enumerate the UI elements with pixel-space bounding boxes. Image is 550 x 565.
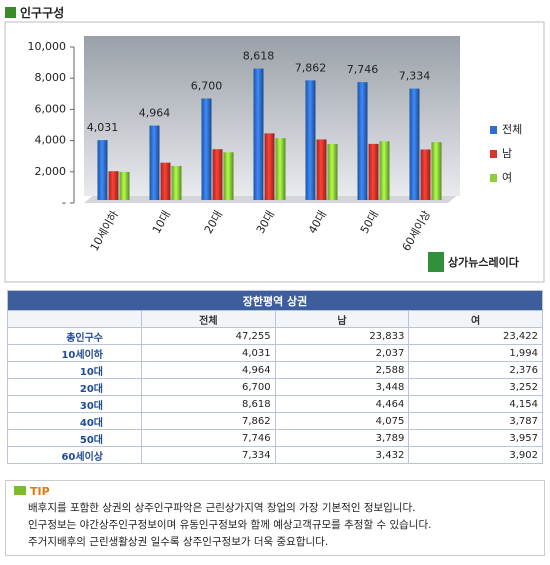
bar	[368, 143, 379, 200]
value-label: 8,618	[243, 50, 275, 63]
bar	[305, 80, 316, 200]
table-cell: 2,588	[274, 361, 410, 379]
table-cell: 4,964	[141, 361, 276, 379]
legend-label: 남	[502, 147, 512, 160]
tip-box: TIP 배후지를 포함한 상권의 상주인구파악은 근린상가지역 창업의 가장 기…	[5, 480, 545, 556]
table-cell: 4,154	[408, 395, 543, 413]
row-label: 10대	[7, 361, 142, 379]
value-label: 4,031	[87, 121, 119, 134]
logo-text: 상가뉴스레이다	[448, 255, 520, 269]
table-cell: 2,037	[274, 344, 410, 362]
table-cell: 4,075	[274, 412, 410, 430]
legend-swatch	[490, 150, 497, 158]
bar	[97, 140, 108, 200]
bar	[171, 165, 182, 200]
table-row: 60세이상 7,334 3,432 3,902	[7, 446, 543, 464]
row-label: 60세이상	[7, 446, 142, 464]
table-cell: 4,464	[274, 395, 410, 413]
bar	[431, 142, 442, 200]
table-cell: 2,376	[408, 361, 543, 379]
header-cell	[7, 310, 142, 328]
header-title: 인구구성	[20, 6, 65, 20]
bar	[223, 152, 234, 200]
table-cell: 6,700	[141, 378, 276, 396]
table-cell: 3,432	[274, 446, 410, 464]
table-cell: 47,255	[141, 327, 276, 345]
y-tick-label: 10,000	[28, 40, 67, 53]
chart: 상가뉴스레이다 - 2,000 4,000 6,000 8,000 10,000 4,031…	[4, 21, 545, 283]
y-tick-label: 4,000	[35, 134, 67, 147]
table-row: 20대 6,700 3,448 3,252	[7, 378, 543, 396]
table-cell: 3,957	[408, 429, 543, 447]
bar	[409, 88, 420, 200]
bar	[253, 68, 264, 200]
table-cell: 3,448	[274, 378, 410, 396]
row-label: 20대	[7, 378, 142, 396]
table-row: 10세이하 4,031 2,037 1,994	[7, 344, 543, 362]
bar	[201, 98, 212, 200]
bar	[420, 149, 431, 200]
table-cell: 3,252	[408, 378, 543, 396]
row-label: 10세이하	[7, 344, 142, 362]
tip-line: 인구정보는 야간상주인구정보이며 유동인구정보와 함께 예상고객규모를 추정할 …	[28, 519, 432, 531]
column-header: 남	[274, 310, 410, 328]
logo-icon	[428, 252, 444, 272]
y-tick-label: 8,000	[35, 71, 67, 84]
bar	[275, 138, 286, 200]
legend-swatch	[490, 126, 497, 134]
legend-label: 여	[502, 171, 512, 184]
table-cell: 7,746	[141, 429, 276, 447]
table-row: 50대 7,746 3,789 3,957	[7, 429, 543, 447]
bar	[316, 139, 327, 200]
table-row: 30대 8,618 4,464 4,154	[7, 395, 543, 413]
tip-label-text: TIP	[30, 485, 50, 498]
table-cell: 3,902	[408, 446, 543, 464]
table-cell: 3,787	[408, 412, 543, 430]
row-label: 30대	[7, 395, 142, 413]
bar	[357, 82, 368, 200]
column-header: 여	[408, 310, 543, 328]
bar	[149, 125, 160, 200]
legend-label: 전체	[502, 123, 522, 136]
tip-line: 주거지배후의 근린생활상권 일수록 상주인구정보가 더욱 중요합니다.	[28, 536, 329, 548]
table-cell: 23,422	[408, 327, 543, 345]
value-label: 4,964	[139, 107, 171, 120]
value-label: 7,862	[295, 61, 327, 74]
table-row: 10대 4,964 2,588 2,376	[7, 361, 543, 379]
data-table: 장한평역 상권 전체 남 여 총인구수 47,255 23,833 23,422 10세이하…	[7, 290, 543, 464]
y-tick-label: 6,000	[35, 102, 67, 115]
bar	[160, 162, 171, 200]
legend-swatch	[490, 174, 497, 182]
row-label: 40대	[7, 412, 142, 430]
table-cell: 7,334	[141, 446, 276, 464]
y-tick-label: -	[62, 196, 66, 209]
row-label: 총인구수	[7, 327, 142, 345]
column-header: 전체	[141, 310, 276, 328]
row-label: 50대	[7, 429, 142, 447]
tip-line: 배후지를 포함한 상권의 상주인구파악은 근린상가지역 창업의 가장 기본적인 …	[28, 502, 416, 514]
table-row: 총인구수 47,255 23,833 23,422	[7, 327, 543, 345]
bar	[119, 171, 130, 200]
table-cell: 1,994	[408, 344, 543, 362]
table-cell: 8,618	[141, 395, 276, 413]
table-row: 40대 7,862 4,075 3,787	[7, 412, 543, 430]
bar	[264, 133, 275, 200]
tip-label: TIP	[14, 485, 50, 498]
table-cell: 23,833	[274, 327, 410, 345]
value-label: 6,700	[191, 79, 223, 92]
table-cell: 4,031	[141, 344, 276, 362]
bar	[379, 141, 390, 200]
bar	[212, 149, 223, 200]
bar	[108, 171, 119, 200]
logo: 상가뉴스레이다	[428, 252, 520, 272]
section-header: 인구구성	[5, 4, 64, 21]
table-title: 장한평역 상권	[7, 290, 543, 311]
value-label: 7,746	[347, 63, 379, 76]
table-cell: 7,862	[141, 412, 276, 430]
bar	[327, 143, 338, 200]
y-tick-label: 2,000	[35, 165, 67, 178]
table-cell: 3,789	[274, 429, 410, 447]
value-label: 7,334	[399, 70, 431, 83]
